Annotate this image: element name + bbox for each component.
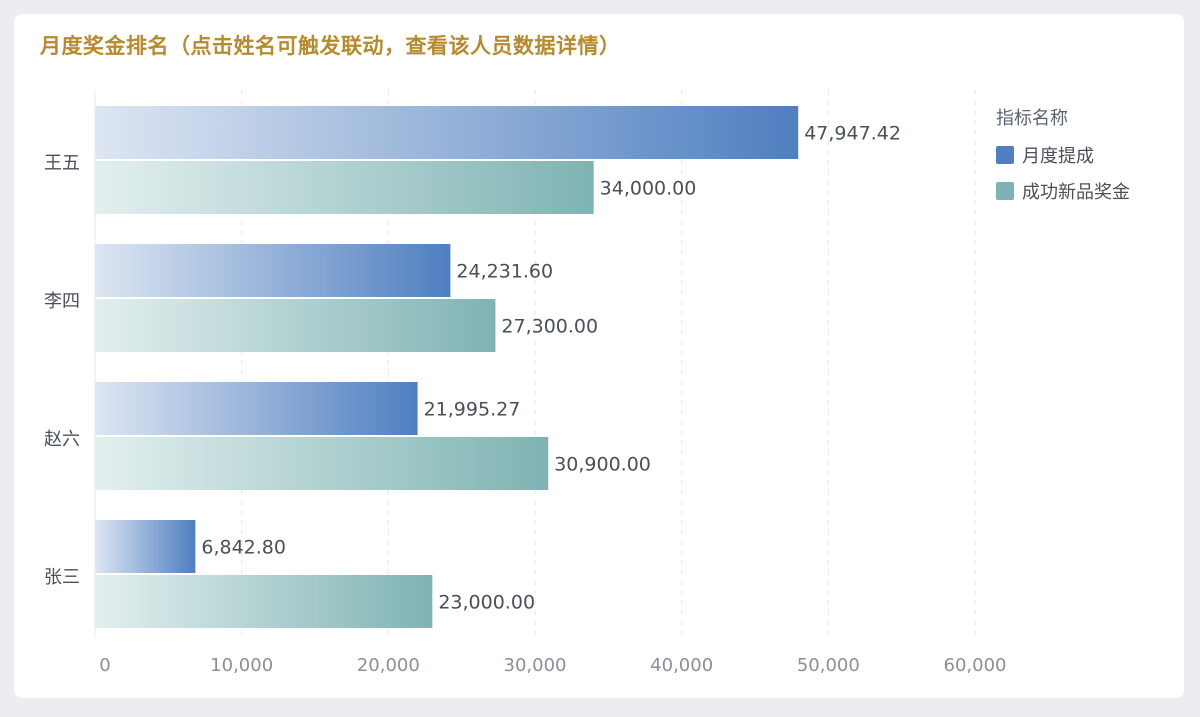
data-label: 23,000.00 xyxy=(438,592,535,614)
x-tick-label: 0 xyxy=(99,655,110,676)
legend-title: 指标名称 xyxy=(996,108,1068,129)
legend-swatch-teal xyxy=(996,182,1014,200)
data-label: 21,995.27 xyxy=(424,399,521,421)
data-label: 27,300.00 xyxy=(501,316,598,338)
x-tick-label: 60,000 xyxy=(944,655,1007,676)
bar-monthly-commission[interactable] xyxy=(95,106,799,159)
legend-item-monthly-commission[interactable]: 月度提成 xyxy=(996,142,1130,168)
x-tick-label: 40,000 xyxy=(650,655,713,676)
data-label: 30,900.00 xyxy=(554,454,651,476)
y-category-label[interactable]: 张三 xyxy=(44,567,80,588)
bar-monthly-commission[interactable] xyxy=(95,382,418,435)
y-category-label[interactable]: 王五 xyxy=(44,153,80,174)
bar-new-product-bonus[interactable] xyxy=(95,299,496,352)
x-tick-label: 20,000 xyxy=(357,655,420,676)
x-tick-label: 10,000 xyxy=(210,655,273,676)
y-category-label[interactable]: 李四 xyxy=(44,291,80,312)
data-label: 47,947.42 xyxy=(804,123,901,145)
bar-new-product-bonus[interactable] xyxy=(95,437,549,490)
bar-monthly-commission[interactable] xyxy=(95,520,196,573)
legend-item-new-product-bonus[interactable]: 成功新品奖金 xyxy=(996,178,1130,204)
legend-swatch-blue xyxy=(996,146,1014,164)
legend-label: 成功新品奖金 xyxy=(1022,182,1130,203)
data-label: 34,000.00 xyxy=(600,178,697,200)
chart-title: 月度奖金排名（点击姓名可触发联动，查看该人员数据详情） xyxy=(40,34,621,58)
bar-monthly-commission[interactable] xyxy=(95,244,451,297)
bar-new-product-bonus[interactable] xyxy=(95,575,433,628)
bar-new-product-bonus[interactable] xyxy=(95,161,594,214)
x-tick-label: 50,000 xyxy=(797,655,860,676)
y-category-label[interactable]: 赵六 xyxy=(44,429,80,450)
legend-label: 月度提成 xyxy=(1022,146,1094,167)
data-label: 6,842.80 xyxy=(201,537,286,559)
x-tick-label: 30,000 xyxy=(504,655,567,676)
legend: 指标名称 月度提成 成功新品奖金 xyxy=(996,104,1130,214)
data-label: 24,231.60 xyxy=(456,261,553,283)
